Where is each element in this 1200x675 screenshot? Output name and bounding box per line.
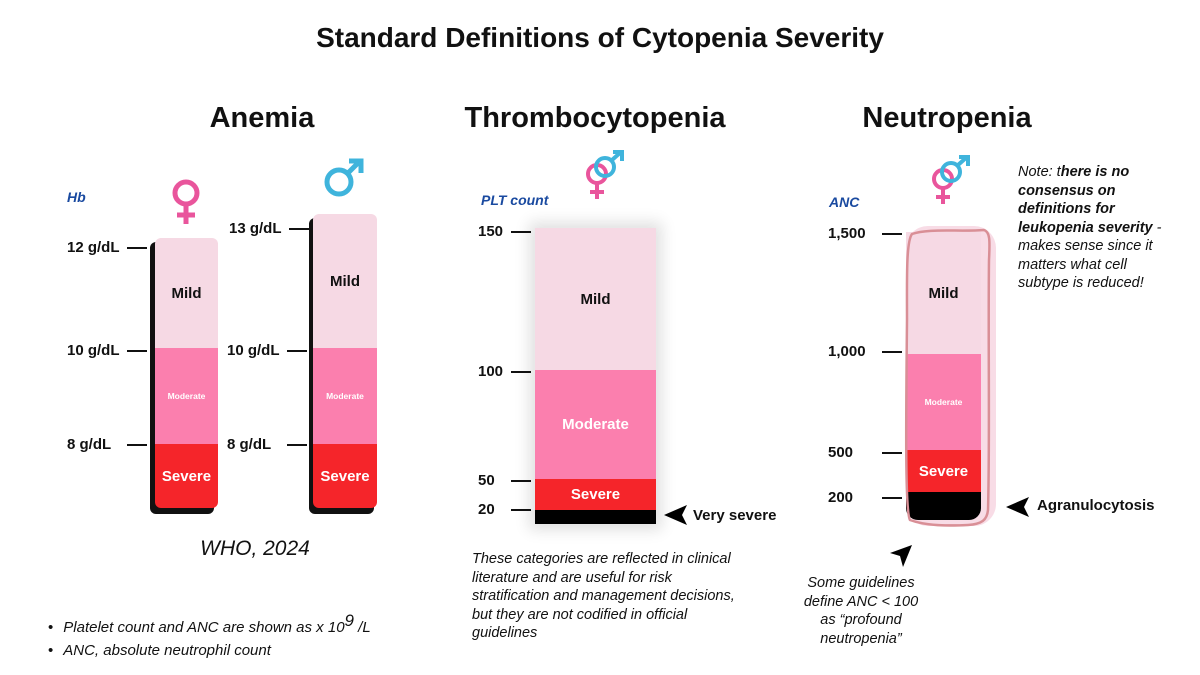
moderate-label: Moderate bbox=[924, 397, 963, 407]
note-rest: - makes sense since it matters what cell… bbox=[1018, 219, 1162, 292]
plt-tick-20: 20 bbox=[478, 501, 495, 518]
neutropenia-title: Neutropenia bbox=[862, 102, 1032, 134]
female-symbol-icon bbox=[172, 179, 200, 224]
plt-unit-label: PLT count bbox=[481, 192, 549, 208]
moderate-segment: Moderate bbox=[535, 370, 656, 479]
arrow-pointer-icon bbox=[890, 545, 912, 567]
tick-line bbox=[882, 497, 902, 499]
footnote-bullet-2: • ANC, absolute neutrophil count bbox=[48, 642, 271, 659]
female-male-symbol-icon bbox=[586, 150, 624, 199]
note-lead: Note: t bbox=[1018, 164, 1061, 180]
tick-line bbox=[511, 231, 531, 233]
tick-line bbox=[882, 233, 902, 235]
mild-label: Mild bbox=[171, 284, 202, 302]
severe-label: Severe bbox=[918, 462, 969, 480]
tick-line bbox=[511, 371, 531, 373]
tick-line bbox=[511, 509, 531, 511]
tick-line bbox=[287, 350, 307, 352]
anemia-female-bar: Mild Moderate Severe bbox=[155, 238, 218, 508]
highlight-outline bbox=[904, 228, 991, 527]
bullet-dot: • bbox=[48, 619, 54, 636]
profound-neutropenia-note: Some guidelines define ANC < 100 as “pro… bbox=[803, 575, 919, 647]
moderate-label: Moderate bbox=[562, 416, 629, 433]
moderate-segment: Moderate bbox=[313, 348, 377, 444]
mild-label: Mild bbox=[928, 284, 959, 302]
female-male-symbol-icon bbox=[932, 155, 970, 204]
plt-note: These categories are reflected in clinic… bbox=[472, 551, 735, 641]
anemia-unit-label: Hb bbox=[67, 189, 86, 205]
anemia-female-tick-8: 8 g/dL bbox=[67, 436, 112, 453]
tick-line bbox=[287, 444, 307, 446]
tick-line bbox=[882, 452, 902, 454]
moderate-label: Moderate bbox=[326, 391, 364, 401]
page-title: Standard Definitions of Cytopenia Severi… bbox=[316, 22, 884, 53]
plt-tick-100: 100 bbox=[478, 363, 504, 380]
anemia-title: Anemia bbox=[209, 102, 315, 134]
tick-line bbox=[289, 228, 309, 230]
footnote-2-text: ANC, absolute neutrophil count bbox=[63, 642, 271, 659]
bullet-dot: • bbox=[48, 642, 54, 659]
mild-label: Mild bbox=[580, 290, 611, 308]
moderate-segment: Moderate bbox=[155, 348, 218, 444]
anemia-female-tick-12: 12 g/dL bbox=[67, 239, 120, 256]
anemia-male-bar: Mild Moderate Severe bbox=[313, 214, 377, 508]
leukopenia-note: Note: there is no consensus on definitio… bbox=[1018, 163, 1168, 293]
footnote-1-suffix: /L bbox=[354, 619, 371, 636]
agranulocytosis-label: Agranulocytosis bbox=[1037, 497, 1155, 514]
tick-line bbox=[511, 480, 531, 482]
mild-segment: Mild bbox=[155, 238, 218, 348]
severe-segment: Severe bbox=[313, 444, 377, 508]
mild-label: Mild bbox=[330, 272, 360, 290]
severe-label: Severe bbox=[320, 467, 370, 485]
mild-segment: Mild bbox=[535, 228, 656, 370]
anemia-male-tick-10: 10 g/dL bbox=[227, 342, 280, 359]
mild-segment: Mild bbox=[906, 232, 981, 354]
tick-line bbox=[127, 444, 147, 446]
arrow-pointer-icon bbox=[1006, 497, 1029, 517]
anc-tick-1000: 1,000 bbox=[828, 343, 866, 360]
moderate-segment: Moderate bbox=[906, 354, 981, 450]
footnote-1-exponent: 9 bbox=[344, 611, 355, 630]
anc-unit-label: ANC bbox=[829, 194, 860, 210]
agranulocytosis-segment bbox=[906, 492, 981, 520]
anemia-female-tick-10: 10 g/dL bbox=[67, 342, 120, 359]
anemia-male-tick-13: 13 g/dL bbox=[229, 220, 282, 237]
tick-line bbox=[127, 350, 147, 352]
anemia-male-tick-8: 8 g/dL bbox=[227, 436, 272, 453]
very-severe-segment bbox=[535, 510, 656, 524]
anc-tick-200: 200 bbox=[828, 489, 854, 506]
anc-tick-1500: 1,500 bbox=[828, 225, 866, 242]
footnote-1-prefix: Platelet count and ANC are shown as x 10 bbox=[63, 619, 345, 636]
severe-segment: Severe bbox=[535, 479, 656, 510]
anemia-source: WHO, 2024 bbox=[200, 537, 310, 560]
note-bold: here is no consensus on definitions for … bbox=[1018, 164, 1153, 236]
plt-bar: Mild Moderate Severe bbox=[535, 228, 656, 524]
tick-line bbox=[882, 351, 902, 353]
thrombocytopenia-title: Thrombocytopenia bbox=[464, 102, 726, 134]
severe-label: Severe bbox=[161, 467, 212, 485]
moderate-label: Moderate bbox=[167, 391, 206, 401]
plt-tick-50: 50 bbox=[478, 472, 495, 489]
plt-tick-150: 150 bbox=[478, 223, 504, 240]
very-severe-label: Very severe bbox=[693, 507, 777, 524]
footnote-bullet-1: • Platelet count and ANC are shown as x 1… bbox=[48, 611, 371, 636]
anc-tick-500: 500 bbox=[828, 444, 854, 461]
severe-segment: Severe bbox=[906, 450, 981, 492]
mild-segment: Mild bbox=[313, 214, 377, 348]
tick-line bbox=[127, 247, 147, 249]
severe-segment: Severe bbox=[155, 444, 218, 508]
anc-bar: Mild Moderate Severe bbox=[906, 232, 981, 520]
male-symbol-icon bbox=[324, 158, 364, 197]
arrow-pointer-icon bbox=[664, 505, 687, 525]
severe-label: Severe bbox=[570, 486, 621, 503]
